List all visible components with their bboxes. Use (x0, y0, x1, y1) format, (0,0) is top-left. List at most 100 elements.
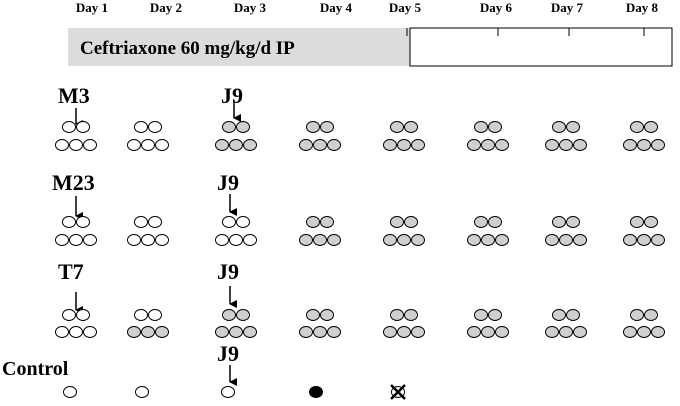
mouse (236, 216, 250, 228)
mouse (559, 234, 573, 246)
mouse (644, 216, 658, 228)
mouse (637, 234, 651, 246)
mouse (313, 326, 327, 338)
mouse (222, 121, 236, 133)
dead-mark (390, 384, 406, 400)
marker-label: J9 (217, 341, 239, 366)
mouse (215, 326, 229, 338)
mouse (488, 309, 502, 321)
mouse (383, 234, 397, 246)
mouse (630, 121, 644, 133)
mouse (155, 326, 169, 338)
mouse (141, 326, 155, 338)
mouse (155, 139, 169, 151)
mouse (127, 139, 141, 151)
mouse (141, 139, 155, 151)
mouse (644, 121, 658, 133)
mouse (63, 386, 77, 398)
marker-label: J9 (221, 83, 243, 108)
mouse (320, 121, 334, 133)
mouse (566, 121, 580, 133)
mouse (215, 139, 229, 151)
mouse (83, 326, 97, 338)
mouse (135, 386, 149, 398)
mouse (215, 234, 229, 246)
mouse (83, 234, 97, 246)
mouse (397, 234, 411, 246)
mouse (221, 386, 235, 398)
mouse (390, 309, 404, 321)
post-treatment-bar (409, 27, 673, 67)
mouse (559, 139, 573, 151)
mouse (552, 216, 566, 228)
mouse (495, 326, 509, 338)
mouse (243, 234, 257, 246)
mouse (559, 326, 573, 338)
mouse (573, 326, 587, 338)
mouse (488, 121, 502, 133)
mouse (327, 234, 341, 246)
mouse (243, 139, 257, 151)
mouse (383, 326, 397, 338)
mouse (155, 234, 169, 246)
mouse (404, 121, 418, 133)
mouse (76, 216, 90, 228)
mouse (467, 139, 481, 151)
mouse (566, 309, 580, 321)
day-label: Day 8 (626, 0, 659, 15)
mouse (411, 139, 425, 151)
mouse (327, 139, 341, 151)
treatment-label: Ceftriaxone 60 mg/kg/d IP (80, 38, 295, 59)
mouse (651, 326, 665, 338)
mouse (313, 234, 327, 246)
treatment-bar (68, 28, 410, 66)
mouse (236, 309, 250, 321)
mouse (481, 234, 495, 246)
mouse (55, 326, 69, 338)
mouse (306, 309, 320, 321)
mouse (495, 139, 509, 151)
mouse (127, 326, 141, 338)
mouse (467, 326, 481, 338)
day-label: Day 7 (551, 0, 584, 15)
mouse (148, 216, 162, 228)
mouse (404, 216, 418, 228)
mouse (474, 216, 488, 228)
mouse (411, 234, 425, 246)
mouse (404, 309, 418, 321)
mouse (127, 234, 141, 246)
mouse (320, 309, 334, 321)
mouse (545, 139, 559, 151)
mouse (644, 309, 658, 321)
mouse (83, 139, 97, 151)
mouse (62, 216, 76, 228)
mouse (306, 121, 320, 133)
group-label: T7 (58, 259, 84, 284)
mouse (630, 309, 644, 321)
mouse (134, 309, 148, 321)
mouse (488, 216, 502, 228)
mouse (573, 234, 587, 246)
mouse (481, 326, 495, 338)
mouse (62, 309, 76, 321)
day-label: Day 4 (320, 0, 353, 15)
mouse (320, 216, 334, 228)
mouse (229, 139, 243, 151)
group-label: Control (2, 358, 69, 380)
mouse (313, 139, 327, 151)
mouse (299, 234, 313, 246)
layer: Day 1 Day 2 Day 3 Day 4 Day 5 Day 6 Day 7 Day 8… (2, 0, 665, 400)
mouse (630, 216, 644, 228)
mouse (623, 139, 637, 151)
mouse (76, 121, 90, 133)
mouse (299, 139, 313, 151)
mouse (545, 234, 559, 246)
mouse (495, 234, 509, 246)
mouse (55, 234, 69, 246)
marker-label: J9 (217, 259, 239, 284)
day-label: Day 3 (234, 0, 267, 15)
mouse (397, 326, 411, 338)
group-label: M23 (52, 170, 95, 195)
mouse (222, 309, 236, 321)
